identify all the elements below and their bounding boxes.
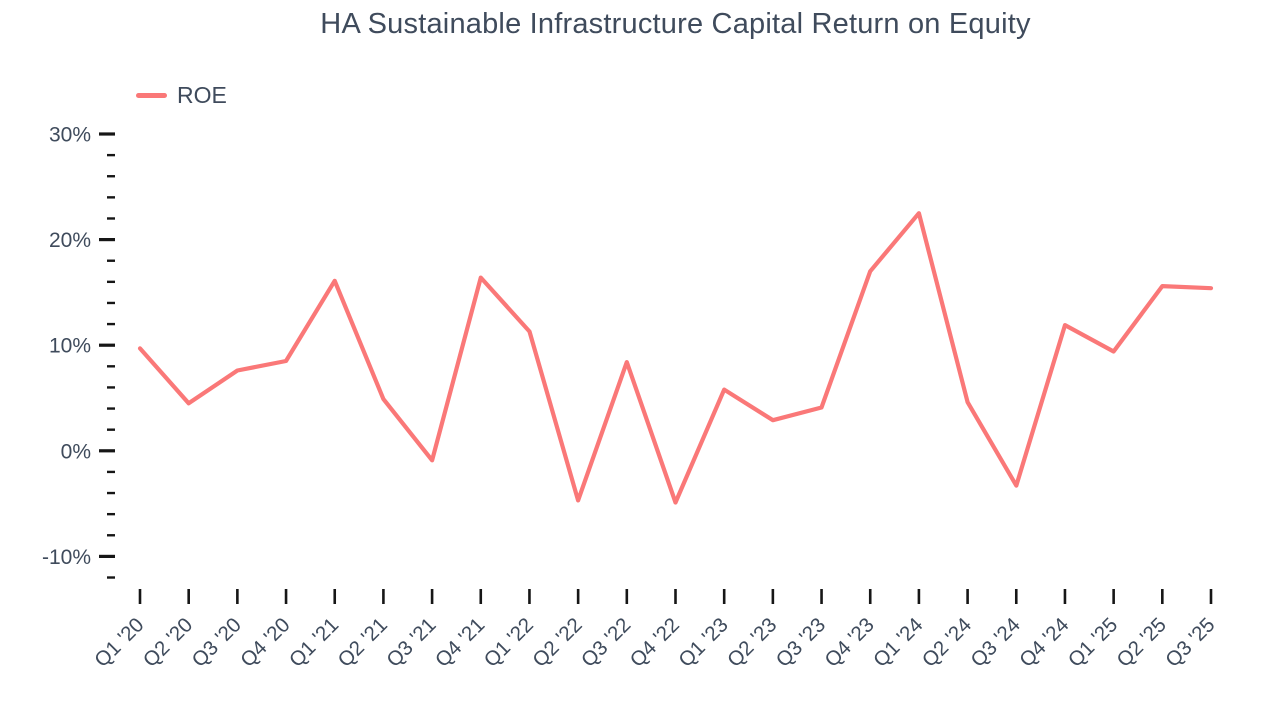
x-axis-label: Q3 '22 — [577, 613, 636, 672]
x-axis-label: Q4 '23 — [820, 613, 879, 672]
x-axis-label: Q2 '25 — [1112, 613, 1171, 672]
y-axis-label: 0% — [61, 440, 91, 463]
x-axis-label: Q3 '20 — [187, 613, 246, 672]
x-axis-label: Q2 '24 — [918, 613, 977, 672]
x-axis-label: Q2 '22 — [528, 613, 587, 672]
x-axis-label: Q3 '24 — [966, 613, 1025, 672]
x-axis-label: Q2 '20 — [139, 613, 198, 672]
x-axis-label: Q3 '25 — [1161, 613, 1220, 672]
x-axis-label: Q1 '22 — [479, 613, 538, 672]
x-axis-label: Q3 '21 — [382, 613, 441, 672]
x-axis-label: Q1 '21 — [285, 613, 344, 672]
y-axis-label: 30% — [49, 124, 91, 147]
x-axis-label: Q4 '21 — [431, 613, 490, 672]
legend-line-swatch — [136, 93, 167, 98]
chart-title: HA Sustainable Infrastructure Capital Re… — [320, 8, 1031, 40]
x-axis-label: Q3 '23 — [772, 613, 831, 672]
legend[interactable]: ROE — [136, 82, 227, 109]
x-axis-label: Q4 '22 — [626, 613, 685, 672]
x-axis-label: Q2 '23 — [723, 613, 782, 672]
roe-line — [137, 211, 1214, 505]
x-axis-label: Q4 '24 — [1015, 613, 1074, 672]
y-axis-label: 20% — [49, 229, 91, 252]
x-axis-label: Q1 '24 — [869, 613, 928, 672]
y-axis-label: -10% — [42, 546, 91, 569]
x-axis-label: Q4 '20 — [236, 613, 295, 672]
y-axis-label: 10% — [49, 335, 91, 358]
x-axis-label: Q1 '20 — [90, 613, 149, 672]
x-axis-label: Q2 '21 — [333, 613, 392, 672]
legend-label: ROE — [177, 82, 227, 108]
x-axis-label: Q1 '25 — [1064, 613, 1123, 672]
x-axis-label: Q1 '23 — [674, 613, 733, 672]
